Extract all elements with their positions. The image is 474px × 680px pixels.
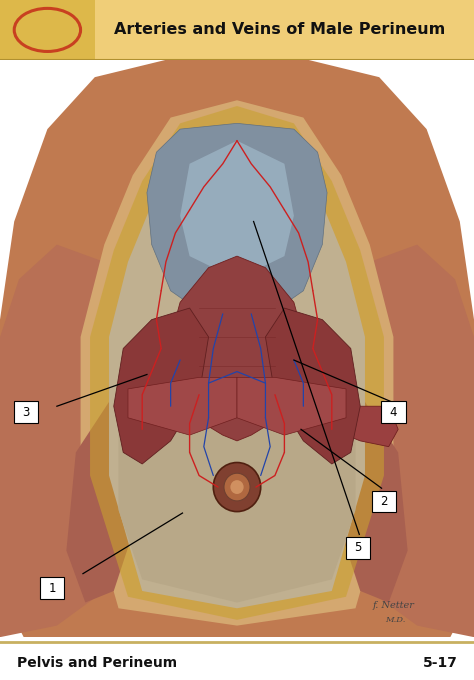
Polygon shape xyxy=(109,123,365,609)
Polygon shape xyxy=(114,308,209,464)
Text: M.D.: M.D. xyxy=(386,616,406,624)
Text: 4: 4 xyxy=(390,405,397,418)
Text: 3: 3 xyxy=(22,405,30,418)
Polygon shape xyxy=(128,377,237,435)
FancyBboxPatch shape xyxy=(381,401,406,423)
Polygon shape xyxy=(171,256,303,441)
Polygon shape xyxy=(265,308,360,464)
Text: Pelvis and Perineum: Pelvis and Perineum xyxy=(17,656,177,670)
Ellipse shape xyxy=(230,480,244,494)
Polygon shape xyxy=(90,106,384,620)
Text: Arteries and Veins of Male Perineum: Arteries and Veins of Male Perineum xyxy=(114,22,445,37)
Polygon shape xyxy=(118,303,356,602)
FancyBboxPatch shape xyxy=(346,537,370,559)
Polygon shape xyxy=(180,141,294,279)
Text: 5-17: 5-17 xyxy=(422,656,457,670)
FancyBboxPatch shape xyxy=(0,0,474,60)
Polygon shape xyxy=(81,100,393,626)
Polygon shape xyxy=(237,377,346,435)
Ellipse shape xyxy=(213,462,261,511)
FancyBboxPatch shape xyxy=(40,577,64,599)
Polygon shape xyxy=(147,123,327,320)
Polygon shape xyxy=(332,383,408,602)
Polygon shape xyxy=(332,406,398,447)
FancyBboxPatch shape xyxy=(14,401,38,423)
FancyBboxPatch shape xyxy=(0,60,474,637)
FancyBboxPatch shape xyxy=(0,0,95,60)
Polygon shape xyxy=(0,60,474,637)
Text: f. Netter: f. Netter xyxy=(373,601,414,610)
Text: 2: 2 xyxy=(380,495,388,508)
Ellipse shape xyxy=(224,473,250,501)
Text: 5: 5 xyxy=(354,541,362,554)
Polygon shape xyxy=(66,383,142,602)
Text: 1: 1 xyxy=(48,581,56,594)
Polygon shape xyxy=(0,245,142,637)
FancyBboxPatch shape xyxy=(372,490,396,513)
Polygon shape xyxy=(332,245,474,637)
